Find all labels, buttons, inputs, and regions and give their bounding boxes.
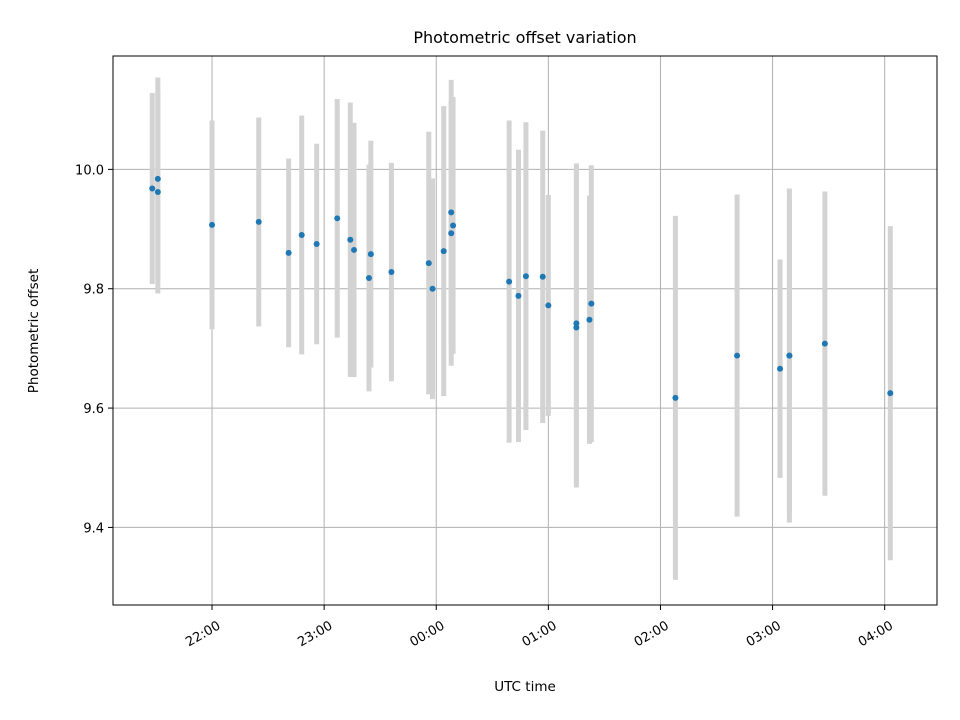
- data-point: [573, 324, 580, 331]
- data-point: [821, 340, 828, 347]
- data-point: [347, 236, 354, 243]
- data-point: [313, 240, 320, 247]
- data-point: [573, 320, 580, 327]
- y-tick-label: 9.8: [83, 283, 104, 298]
- data-point: [209, 221, 216, 228]
- data-points: [149, 175, 894, 401]
- data-point: [149, 185, 156, 192]
- data-point: [154, 189, 161, 196]
- data-point: [429, 285, 436, 292]
- data-point: [388, 269, 395, 276]
- data-point: [887, 390, 894, 397]
- data-point: [154, 175, 161, 182]
- data-point: [734, 352, 741, 359]
- data-point: [334, 215, 341, 222]
- data-point: [588, 300, 595, 307]
- data-point: [285, 249, 292, 256]
- data-point: [777, 365, 784, 372]
- data-point: [425, 260, 432, 267]
- y-tick-label: 10.0: [75, 163, 104, 178]
- data-point: [255, 218, 262, 225]
- plot-frame: [112, 55, 938, 606]
- data-point: [440, 248, 447, 255]
- y-tick-label: 9.6: [83, 402, 104, 417]
- data-point: [448, 209, 455, 216]
- y-axis-label: Photometric offset: [26, 269, 42, 393]
- data-point: [365, 274, 372, 281]
- data-point: [515, 292, 522, 299]
- data-point: [298, 232, 305, 239]
- data-point: [545, 302, 552, 309]
- x-axis-label: UTC time: [494, 679, 556, 695]
- data-point: [351, 246, 358, 253]
- data-point: [586, 316, 593, 323]
- data-point: [539, 273, 546, 280]
- data-point: [450, 222, 457, 229]
- data-point: [522, 273, 529, 280]
- chart-title: Photometric offset variation: [413, 28, 636, 47]
- data-point: [367, 251, 374, 258]
- data-point: [786, 352, 793, 359]
- y-tick-label: 9.4: [83, 521, 104, 536]
- data-point: [448, 230, 455, 237]
- data-point: [672, 394, 679, 401]
- data-point: [506, 278, 513, 285]
